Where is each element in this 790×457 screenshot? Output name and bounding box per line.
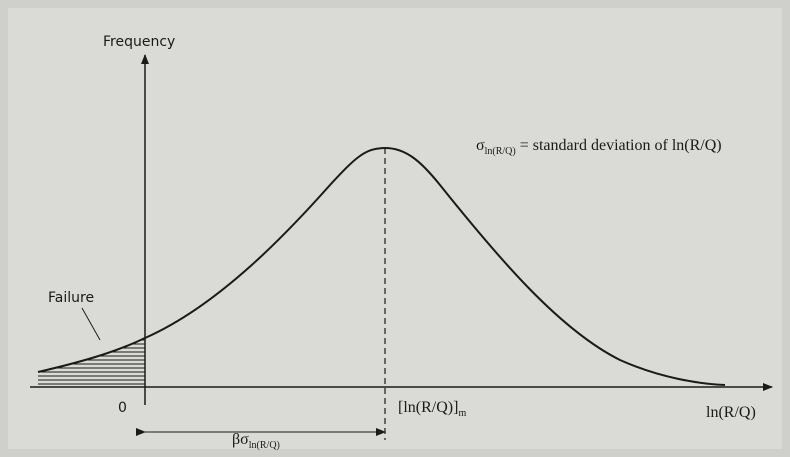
origin-label: 0 (118, 400, 127, 416)
sigma-text: = standard deviation of ln(R/Q) (516, 137, 722, 154)
mean-label: [ln(R/Q)]m (398, 399, 466, 419)
mean-subscript: m (458, 408, 466, 419)
failure-leader (81, 307, 101, 341)
sigma-subscript: ln(R/Q) (485, 146, 516, 157)
beta-label: βσln(R/Q) (232, 431, 280, 451)
sigma-symbol: σ (476, 137, 485, 154)
beta-subscript: ln(R/Q) (249, 440, 280, 451)
page (8, 8, 782, 449)
x-axis-label: ln(R/Q) (706, 404, 756, 421)
failure-label: Failure (48, 290, 94, 306)
beta-symbol: βσ (232, 431, 249, 448)
sigma-label: σln(R/Q) = standard deviation of ln(R/Q) (476, 137, 722, 157)
mean-text: [ln(R/Q)] (398, 399, 458, 416)
y-axis-label: Frequency (103, 34, 175, 50)
